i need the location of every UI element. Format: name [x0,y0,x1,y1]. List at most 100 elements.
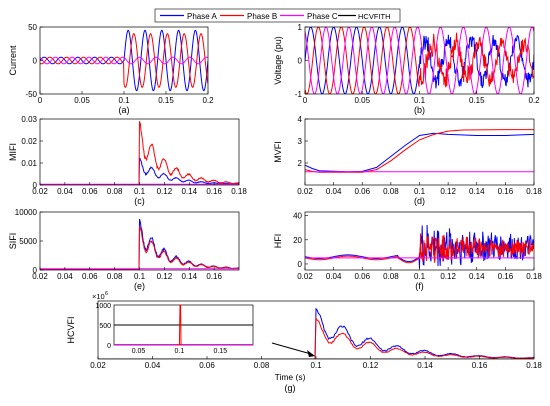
series-line-phase-b [40,226,239,270]
panel-e: 0.02 0.04 0.06 0.08 0.1 0.12 0.14 0.16 0 5000 1000… [8,208,240,291]
y-axis-label: HFI [273,234,283,249]
panel-caption: (g) [285,383,296,393]
plot-frame [304,118,535,186]
x-axis-label: Time (s) [275,372,306,382]
series-group [40,29,208,92]
y-tick-label: 4 [298,115,303,124]
x-tick-label: 0.14 [181,187,197,196]
y-axis-label: HCVFI [66,317,76,344]
inset-spike [177,304,182,346]
x-tick-label: 0.18 [526,272,542,281]
legend-label-phase-c: Phase C [307,12,338,21]
y-axis-label: Voltage (pu) [273,36,283,85]
x-tick-label: 0.08 [107,187,123,196]
series-line-phase-b [305,233,534,264]
x-tick-label: 0.18 [526,187,542,196]
x-tick-label: 0.02 [32,187,48,196]
x-tick-label: 0.04 [326,187,342,196]
legend-item-phase-a: Phase A [160,12,217,21]
x-tick-label: 0.1 [118,96,130,105]
x-tick-label: 0.1 [134,187,146,196]
y-tick-label: 0 [298,260,303,269]
x-tick-label: 0.02 [297,272,313,281]
x-tick-label: 0.12 [157,272,173,281]
x-tick-label: 0.06 [82,272,98,281]
y-tick-label: 5000 [19,237,37,246]
panel-d: 0.02 0.04 0.06 0.08 0.1 0.12 0.14 0.16 0.18 2 3 4 MV… [273,115,542,206]
x-tick-label: 0.08 [383,187,399,196]
y-tick-label: 0.01 [21,159,37,168]
series-group [40,121,239,185]
x-tick-label: 0.1 [414,96,426,105]
y-axis-label: Current [8,45,18,76]
y-tick-label: 1 [298,23,303,32]
x-tick-label: 0.16 [472,361,488,370]
series-group [305,129,534,173]
y-tick-label: 0.03 [21,115,37,124]
panel-c: 0.02 0.04 0.06 0.08 0.1 0.12 0.14 0.16 0.18 0 0.01… [8,115,247,206]
inset-arrow-shaft [271,342,312,355]
inset-y-tick-label: 0 [107,343,111,350]
x-tick-label: 0.14 [469,187,485,196]
y-tick-label: 0 [33,57,38,66]
y-axis-label: SIFI [8,233,18,250]
x-tick-label: 0.18 [231,187,247,196]
x-tick-label: 0.12 [440,187,456,196]
legend-label-phase-a: Phase A [187,12,217,21]
y-tick-label: 0 [33,266,38,275]
x-tick-label: 0.18 [526,361,542,370]
x-tick-label: 0.14 [417,361,433,370]
inset-x-tick-label: 0.15 [213,348,227,355]
panel-caption: (e) [134,281,145,291]
legend-item-phase-c: Phase C [280,12,338,21]
x-tick-label: 0 [303,96,308,105]
x-tick-label: 0.14 [469,272,485,281]
inset-y-tick-label: 500 [99,323,111,330]
series-group [98,307,534,359]
x-tick-label: 0.1 [414,187,426,196]
y-tick-label: -50 [25,90,37,99]
y-tick-label: 20 [293,236,302,245]
legend: Phase A Phase B Phase C HCVFITH [154,8,401,23]
x-tick-label: 0.1 [310,361,322,370]
x-tick-label: 0.08 [383,272,399,281]
x-tick-label: 0.08 [107,272,123,281]
inset-arrow-head [307,350,315,357]
x-tick-label: 0.06 [354,272,370,281]
series-line-phase-a [305,27,534,94]
inset-chart: 0.05 0.1 0.15 0 500 1000 [95,303,315,357]
x-tick-label: 0.04 [57,187,73,196]
y-tick-label: 50 [28,23,37,32]
x-tick-label: 0.06 [199,361,215,370]
x-tick-label: 0 [38,96,43,105]
y-tick-label: 0 [298,57,303,66]
y-tick-label: -1 [295,90,303,99]
series-line-phase-b [40,33,208,88]
y-axis-label: MIFI [8,143,18,161]
x-tick-label: 0.04 [326,272,342,281]
x-tick-label: 0.04 [57,272,73,281]
x-tick-label: 0.05 [74,96,90,105]
x-tick-label: 0.05 [354,96,370,105]
y-tick-label: 0.02 [21,137,37,146]
x-tick-label: 0.14 [181,272,197,281]
x-tick-label: 0.06 [82,187,98,196]
y-tick-label: 10000 [15,208,38,217]
x-tick-label: 0.16 [206,272,222,281]
panel-caption: (f) [415,281,424,291]
y-tick-label: 2 [298,159,303,168]
x-tick-label: 0.2 [202,96,214,105]
y-axis-label: MVFI [273,141,283,163]
series-line-phase-c [40,56,208,65]
panel-g: 0.02 0.04 0.06 0.08 0.1 0.12 0.14 0.16 0.18HCVFI… [66,291,542,393]
x-tick-label: 0.08 [254,361,270,370]
series-line-phase-b [40,121,239,185]
panel-f: 0.02 0.04 0.06 0.08 0.1 0.12 0.14 0.16 0.18 0 20 40… [273,212,542,291]
inset-x-tick-label: 0.1 [175,348,185,355]
x-tick-label: 0.06 [354,187,370,196]
panel-caption: (b) [414,105,425,115]
x-tick-label: 0.12 [440,272,456,281]
